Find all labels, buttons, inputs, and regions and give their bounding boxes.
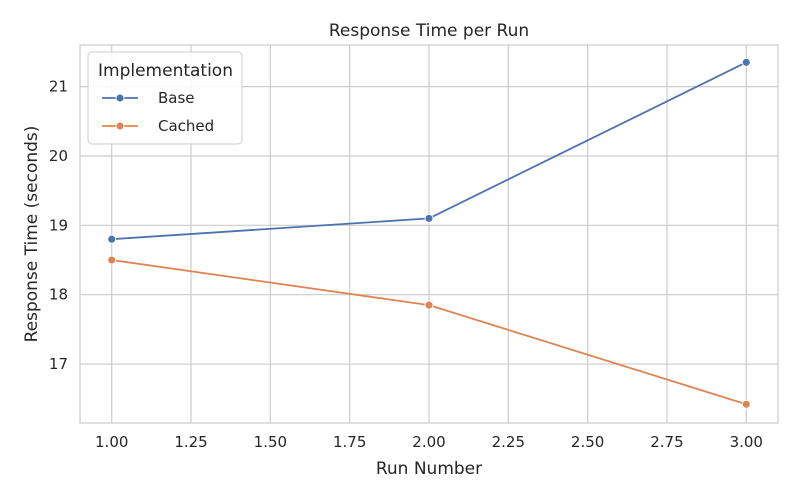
chart-title: Response Time per Run — [329, 21, 529, 41]
y-tick-label: 17 — [49, 355, 68, 373]
y-tick-label: 20 — [49, 147, 68, 165]
x-tick-label: 2.25 — [492, 433, 525, 451]
data-point-base — [741, 57, 751, 67]
x-tick-label: 1.00 — [95, 433, 128, 451]
x-tick-label: 1.75 — [333, 433, 366, 451]
x-tick-label: 2.00 — [412, 433, 445, 451]
x-tick-label: 1.25 — [174, 433, 207, 451]
legend-swatch-marker-cached — [115, 121, 125, 131]
plot-frame — [79, 44, 779, 424]
x-tick-label: 3.00 — [730, 433, 763, 451]
x-tick-label: 1.50 — [254, 433, 287, 451]
legend-label-cached: Cached — [158, 117, 214, 135]
x-axis-label: Run Number — [376, 459, 482, 479]
legend-title: Implementation — [98, 61, 233, 81]
grid-lines — [80, 45, 778, 423]
x-tick-label: 2.75 — [650, 433, 683, 451]
x-tick-label: 2.50 — [571, 433, 604, 451]
data-point-cached — [424, 300, 434, 310]
x-tick-labels: 1.00 1.25 1.50 1.75 2.00 2.25 2.50 2.75 3.00 — [95, 433, 763, 451]
legend-items: Base Cached — [102, 89, 214, 135]
legend-frame — [87, 51, 243, 145]
data-point-cached — [107, 255, 117, 265]
data-point-cached — [741, 399, 751, 409]
y-tick-label: 19 — [49, 216, 68, 234]
y-tick-label: 18 — [49, 286, 68, 304]
data-point-base — [424, 213, 434, 223]
y-axis-label: Response Time (seconds) — [22, 126, 42, 343]
y-tick-label: 21 — [49, 78, 68, 96]
legend: Implementation Base Cached — [87, 51, 243, 145]
legend-label-base: Base — [158, 89, 195, 107]
data-point-base — [107, 234, 117, 244]
series-layer — [107, 57, 751, 409]
legend-swatch-marker-base — [115, 93, 125, 103]
y-tick-labels: 17 18 19 20 21 — [49, 78, 68, 373]
